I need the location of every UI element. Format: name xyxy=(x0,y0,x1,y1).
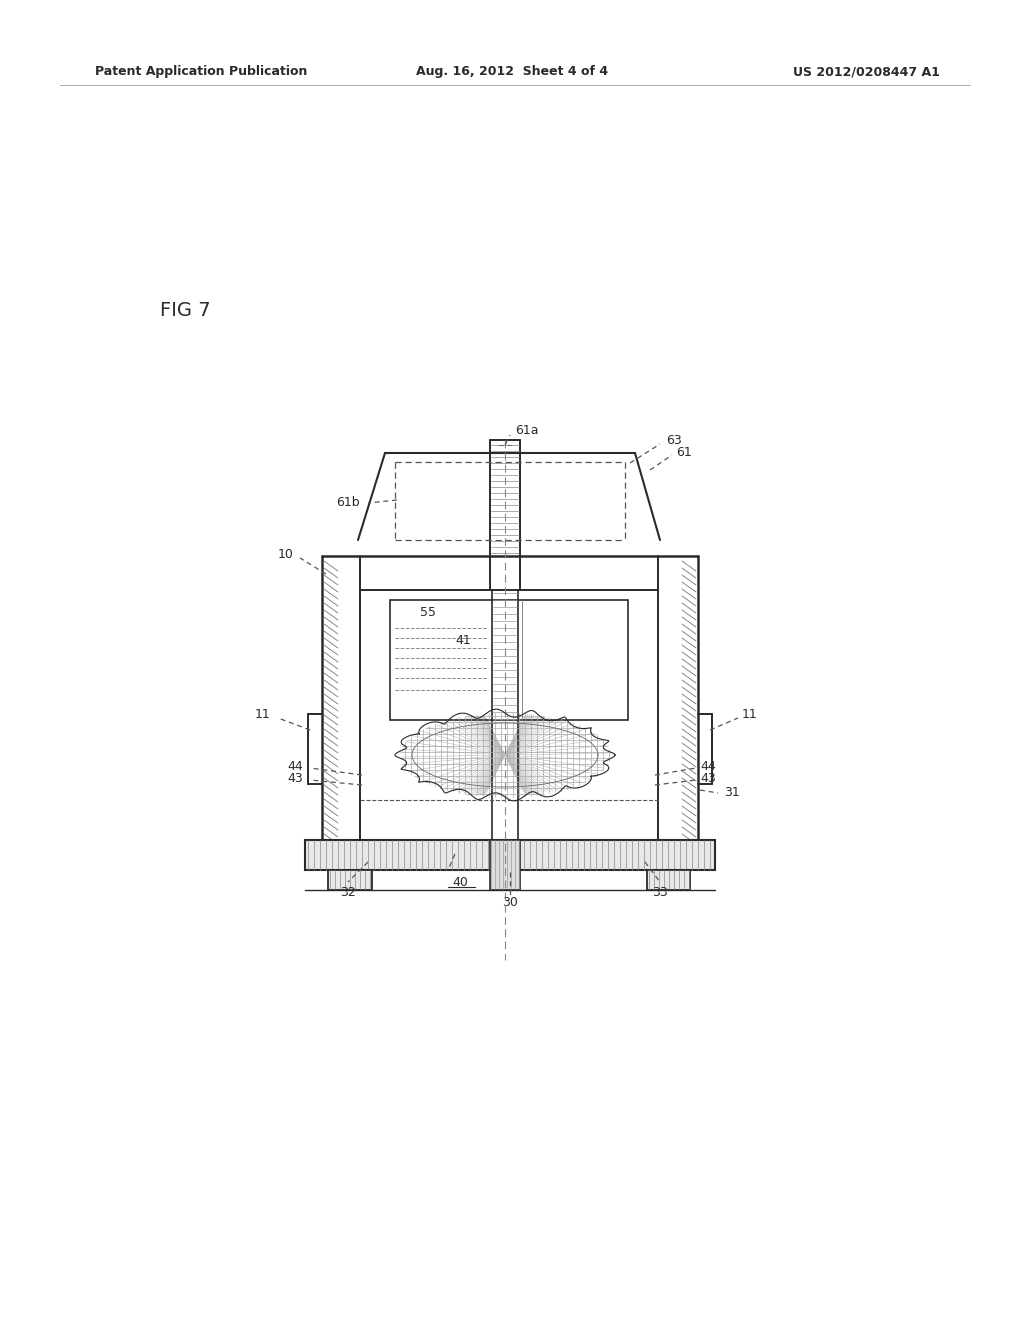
Bar xyxy=(390,601,628,719)
Text: 43: 43 xyxy=(288,771,303,784)
Text: 44: 44 xyxy=(288,759,303,772)
Text: 11: 11 xyxy=(742,709,758,722)
Bar xyxy=(305,840,715,870)
Text: 11: 11 xyxy=(254,709,270,722)
Text: 41: 41 xyxy=(455,634,471,647)
Text: 10: 10 xyxy=(279,549,294,561)
Text: 31: 31 xyxy=(724,787,739,800)
Text: FIG 7: FIG 7 xyxy=(160,301,211,319)
Text: Patent Application Publication: Patent Application Publication xyxy=(95,66,307,78)
Bar xyxy=(647,870,690,890)
Bar xyxy=(328,870,372,890)
Text: 61a: 61a xyxy=(515,424,539,437)
Text: 40: 40 xyxy=(452,875,468,888)
Text: 33: 33 xyxy=(652,886,668,899)
Text: 32: 32 xyxy=(340,886,356,899)
Text: 63: 63 xyxy=(666,433,682,446)
Text: 61b: 61b xyxy=(336,495,360,508)
Text: US 2012/0208447 A1: US 2012/0208447 A1 xyxy=(794,66,940,78)
Text: 30: 30 xyxy=(502,896,518,909)
Text: 43: 43 xyxy=(700,771,716,784)
Text: 44: 44 xyxy=(700,759,716,772)
Text: Aug. 16, 2012  Sheet 4 of 4: Aug. 16, 2012 Sheet 4 of 4 xyxy=(416,66,608,78)
Bar xyxy=(490,840,520,890)
Text: 55: 55 xyxy=(420,606,436,619)
Text: 61: 61 xyxy=(676,446,692,458)
